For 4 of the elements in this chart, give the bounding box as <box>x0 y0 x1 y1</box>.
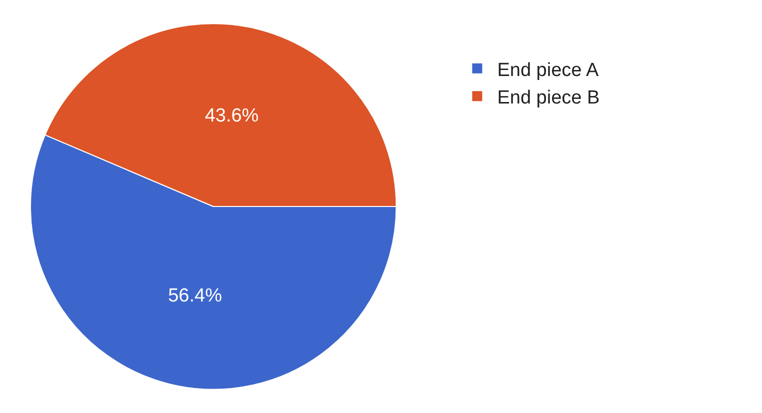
data-label: 56.4% <box>168 286 222 307</box>
legend-label: End piece B <box>497 88 600 109</box>
data-label: 43.6% <box>204 105 259 126</box>
legend-label: End piece A <box>497 60 599 81</box>
